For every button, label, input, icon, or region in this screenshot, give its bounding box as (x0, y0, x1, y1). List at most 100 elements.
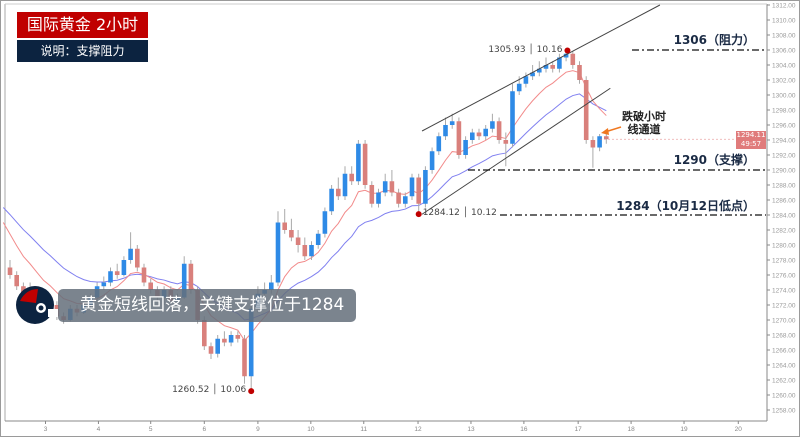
y-tick-label: 1288.00 (772, 183, 796, 190)
candle-body (583, 80, 589, 140)
candle-body (369, 185, 375, 204)
candle-body (396, 192, 401, 204)
candle (429, 147, 435, 174)
candle (275, 211, 281, 287)
extreme-point-marker (415, 211, 422, 218)
candle-body (108, 271, 113, 283)
extreme-point-label: 1260.52 │ 10.06 (172, 385, 247, 396)
candle (503, 132, 509, 167)
candle (389, 170, 395, 197)
x-tick-label: 9 (256, 426, 260, 433)
candle-body (577, 65, 582, 80)
candle (369, 181, 375, 208)
candle (342, 166, 348, 200)
x-tick-label: 12 (414, 426, 422, 433)
candle (403, 192, 408, 208)
channel-line-upper (421, 4, 661, 132)
candle-body (409, 177, 415, 197)
candle-body (516, 83, 522, 92)
candle-body (510, 91, 515, 144)
y-tick-label: 1292.00 (772, 153, 796, 160)
candle (356, 140, 361, 185)
candle (302, 237, 308, 260)
candle-body (449, 121, 455, 125)
candle-body (490, 121, 495, 129)
candle (382, 173, 388, 197)
y-tick-label: 1264.00 (772, 363, 796, 370)
candle (583, 76, 589, 144)
candle (235, 331, 241, 343)
x-tick-label: 4 (97, 426, 101, 433)
candle (14, 271, 19, 290)
note-line-2: 线通道 (627, 123, 661, 136)
y-tick-label: 1278.00 (772, 258, 796, 265)
extreme-point-marker (564, 47, 571, 54)
candle (490, 113, 495, 133)
y-tick-label: 1262.00 (772, 378, 796, 385)
candle-body (188, 263, 194, 290)
candle-body (530, 72, 535, 77)
candle (570, 51, 576, 69)
candle (141, 263, 147, 287)
arrow-left-icon (601, 128, 609, 135)
y-tick-label: 1308.00 (772, 33, 796, 40)
candle-body (302, 245, 308, 257)
y-tick-label: 1290.00 (772, 168, 796, 175)
y-tick-label: 1310.00 (772, 18, 796, 25)
candle (416, 173, 421, 215)
y-tick-label: 1300.00 (772, 93, 796, 100)
y-tick-label: 1312.00 (772, 3, 796, 10)
extreme-point-label: 1284.12 │ 10.12 (422, 208, 497, 219)
candle-body (114, 271, 120, 275)
y-tick-label: 1274.00 (772, 288, 796, 295)
candle-body (202, 320, 207, 347)
candle-body (14, 275, 19, 287)
candle-body (362, 143, 368, 185)
y-tick-label: 1304.00 (772, 63, 796, 70)
candle (208, 342, 214, 359)
candle (315, 230, 321, 249)
candle-body (523, 76, 529, 84)
candle-body (135, 248, 140, 268)
x-tick-label: 6 (202, 426, 206, 433)
candle-body (476, 132, 482, 137)
candle-body (416, 177, 421, 204)
candle (349, 166, 354, 185)
candle (135, 245, 140, 272)
candle-body (282, 222, 287, 230)
y-tick-label: 1270.00 (772, 318, 796, 325)
candle (510, 83, 515, 148)
candle-body (295, 237, 301, 245)
channel-break-note: 跌破小时 线通道 (622, 110, 666, 136)
extreme-point-marker (248, 388, 255, 395)
resistance-label-1306: 1306（阻力） (673, 33, 755, 47)
candle (376, 188, 381, 208)
candle-body (423, 170, 428, 204)
candle-body (7, 267, 13, 275)
support-label-1290: 1290（支撑） (673, 153, 755, 167)
candle-body (483, 128, 488, 137)
candle-body (289, 230, 294, 238)
candle (7, 260, 13, 279)
current-price-tag: 1294.11 (736, 131, 766, 140)
candle (396, 188, 401, 208)
y-tick-label: 1306.00 (772, 48, 796, 55)
candle (215, 335, 220, 358)
candle-body (463, 140, 468, 155)
candle (128, 232, 133, 264)
candle-body (242, 338, 247, 377)
chart-title: 国际黄金 2小时 (17, 12, 148, 38)
candle (409, 173, 415, 200)
candle-body (315, 233, 321, 245)
y-tick-label: 1258.00 (772, 408, 796, 415)
candle (114, 263, 120, 279)
candle-body (543, 65, 549, 69)
y-tick-label: 1294.00 (772, 138, 796, 145)
candle-body (141, 267, 147, 283)
note-line-1: 跌破小时 (622, 110, 666, 123)
candle (242, 335, 247, 384)
x-tick-label: 17 (575, 426, 583, 433)
candle (362, 140, 368, 189)
candle (523, 72, 529, 88)
